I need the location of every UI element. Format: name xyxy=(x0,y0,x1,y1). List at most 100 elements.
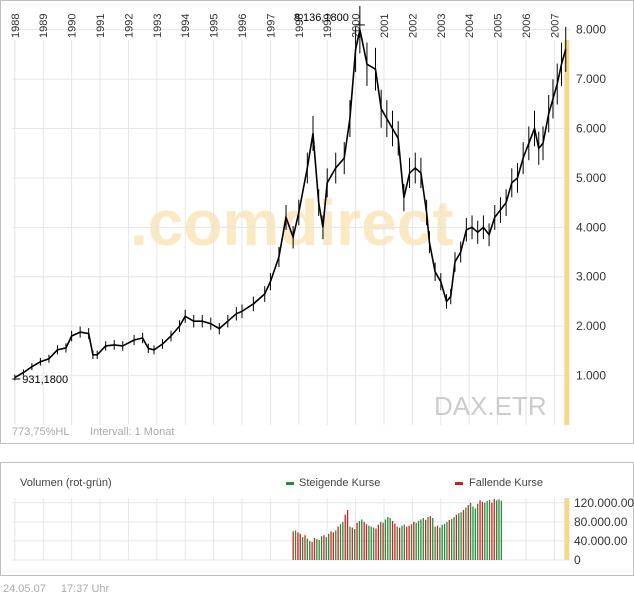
x-tick-label: 1996 xyxy=(237,14,249,38)
ticker-label: DAX.ETR xyxy=(434,391,547,421)
legend-falling-swatch xyxy=(455,482,463,485)
volume-bar xyxy=(410,524,413,560)
x-tick-label: 1994 xyxy=(180,14,192,38)
current-period-highlight xyxy=(564,40,570,425)
volume-bar xyxy=(495,500,498,560)
volume-bar xyxy=(441,524,443,560)
y-tick-label: 7.000 xyxy=(576,72,606,86)
x-tick-label: 1991 xyxy=(95,14,107,38)
min-value-label: 931,1800 xyxy=(22,374,68,386)
price-chart: .comdirect 1988 1989 1990 1991 1992 1993 1994 1… xyxy=(0,0,634,444)
volume-bar xyxy=(372,527,375,560)
max-value-label: 8.136,1800 xyxy=(294,12,349,24)
x-tick-label: 1992 xyxy=(123,14,135,38)
volume-bar xyxy=(384,519,387,560)
volume-highlight xyxy=(564,498,570,560)
x-tick-label: 1995 xyxy=(209,14,221,38)
volume-bar xyxy=(484,502,486,560)
volume-bar xyxy=(356,522,358,560)
x-tick-label: 2004 xyxy=(464,14,476,38)
x-tick-label: 2005 xyxy=(493,14,505,38)
y-tick-label: 5.000 xyxy=(576,171,606,185)
volume-bar xyxy=(316,539,318,560)
y-tick-label: 8.000 xyxy=(576,23,606,37)
volume-bar xyxy=(328,533,330,560)
y-tick-label: 3.000 xyxy=(576,270,606,284)
volume-bar xyxy=(422,518,424,560)
x-tick-label: 1999 xyxy=(322,14,334,38)
volume-bar xyxy=(453,517,455,560)
volume-y-tick-label: 40.000.00 xyxy=(574,534,628,548)
x-tick-label: 2001 xyxy=(379,14,391,38)
volume-bar xyxy=(391,520,394,560)
volume-bar xyxy=(339,524,342,560)
volume-bar xyxy=(301,537,304,560)
volume-bar xyxy=(396,526,398,560)
watermark: .comdirect xyxy=(130,187,454,259)
price-series-line xyxy=(14,29,567,379)
volume-gridlines xyxy=(12,498,570,561)
volume-bar xyxy=(389,518,391,560)
volume-bar xyxy=(380,521,382,560)
volume-bar xyxy=(420,519,422,560)
volume-y-tick-label: 80.000.00 xyxy=(574,515,628,529)
volume-bar xyxy=(297,532,299,560)
x-tick-label: 2003 xyxy=(436,14,448,38)
volume-bar xyxy=(415,522,417,560)
volume-bar xyxy=(299,533,301,560)
volume-bar xyxy=(493,498,495,560)
volume-bar xyxy=(346,509,349,560)
timestamp: 24.05.07 17:37 Uhr xyxy=(3,583,121,595)
volume-bar xyxy=(429,516,432,560)
volume-bar xyxy=(318,539,320,560)
timestamp-date: 24.05.07 xyxy=(3,583,46,595)
volume-bar xyxy=(481,501,484,560)
performance-label: 773,75%HL xyxy=(12,426,70,438)
y-tick-label: 1.000 xyxy=(576,369,606,383)
volume-bar xyxy=(413,521,415,560)
y-tick-label: 2.000 xyxy=(576,319,606,333)
vertical-gridlines xyxy=(14,40,555,425)
volume-bar xyxy=(427,517,429,560)
volume-bar xyxy=(455,514,458,560)
volume-bar xyxy=(486,500,488,560)
volume-bar xyxy=(434,526,436,560)
volume-bar xyxy=(351,527,353,560)
volume-bar xyxy=(375,528,377,560)
x-tick-label: 1997 xyxy=(265,14,277,38)
volume-bar xyxy=(311,541,313,560)
volume-bar xyxy=(320,536,323,560)
volume-bar xyxy=(292,531,294,560)
volume-bar xyxy=(332,532,335,560)
x-tick-label: 1988 xyxy=(10,14,22,38)
y-tick-label: 6.000 xyxy=(576,121,606,135)
volume-bar xyxy=(342,521,344,560)
volume-bars xyxy=(292,498,502,560)
volume-bar xyxy=(474,508,476,560)
volume-bar xyxy=(365,524,368,560)
volume-bar xyxy=(382,522,384,560)
volume-bar xyxy=(498,499,500,560)
volume-bar xyxy=(337,526,339,560)
volume-bar xyxy=(439,527,441,560)
volume-bar xyxy=(467,505,469,560)
volume-bar xyxy=(432,518,434,560)
volume-bar xyxy=(479,500,481,560)
volume-bar xyxy=(443,523,446,560)
volume-bar xyxy=(325,537,327,560)
volume-bar xyxy=(335,530,337,560)
volume-bar xyxy=(344,514,346,560)
volume-y-tick-label: 0 xyxy=(574,553,581,567)
volume-bar xyxy=(465,507,467,560)
volume-bar xyxy=(408,525,410,560)
volume-bar xyxy=(491,502,493,560)
volume-bar xyxy=(469,502,472,560)
volume-bar xyxy=(398,527,401,560)
volume-bar xyxy=(309,540,311,560)
volume-chart: Volumen (rot-grün) Steigende Kurse Falle… xyxy=(0,462,634,576)
volume-bar xyxy=(323,535,325,560)
volume-bar xyxy=(401,525,403,560)
volume-bar xyxy=(488,499,491,560)
volume-y-tick-labels: 120.000.00 80.000.00 40.000.00 0 xyxy=(574,496,634,567)
volume-bar xyxy=(446,521,448,560)
